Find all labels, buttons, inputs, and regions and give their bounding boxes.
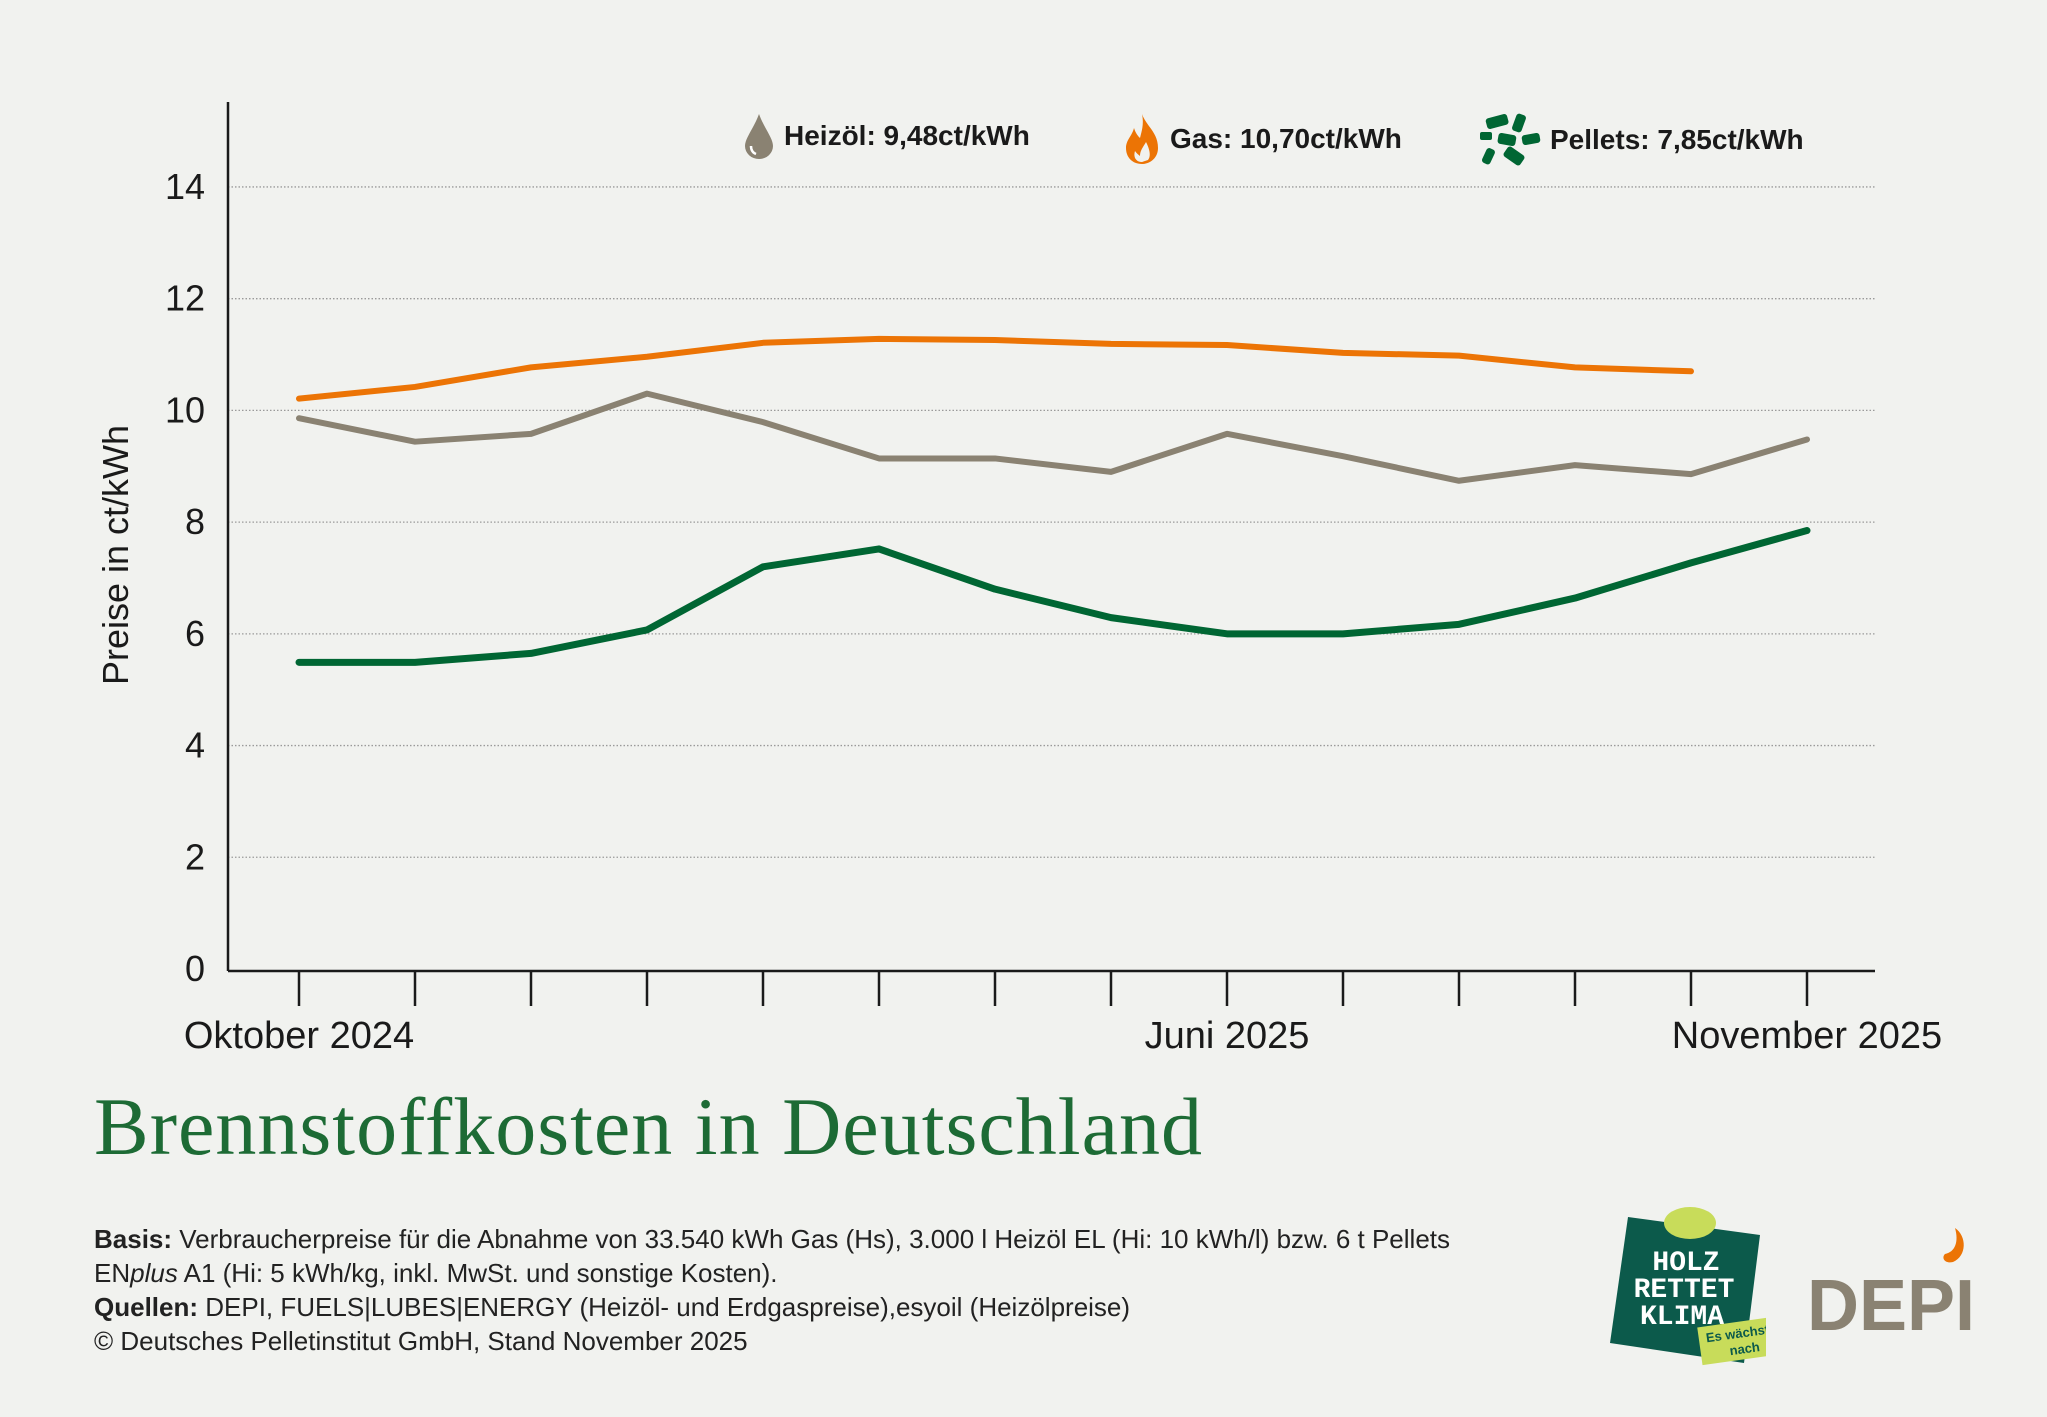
svg-text:DEPI: DEPI [1807,1266,1975,1342]
y-tick-label: 4 [185,725,205,766]
svg-text:nach: nach [1729,1339,1761,1358]
line-chart: 0 2 4 6 8 10 12 14 Oktober 2024 Juni 2025 November… [95,102,1942,1057]
holz-rettet-klima-logo: HOLZ RETTET KLIMA Es wächst nach [1610,1207,1766,1366]
y-tick-label: 0 [185,948,205,989]
depi-logo: DEPI [1807,1228,1975,1342]
series-line-heizöl [296,390,1810,484]
basis-text: Verbraucherpreise für die Abnahme von 33… [172,1224,1451,1254]
y-tick-label: 10 [165,389,205,430]
y-tick-label: 14 [165,166,205,207]
legend-gas: Gas: 10,70ct/kWh [1122,112,1402,166]
basis-label: Basis: [94,1224,173,1254]
y-tick-label: 12 [165,278,205,319]
series-line-gas [296,335,1694,402]
x-tick-label: Juni 2025 [1145,1015,1310,1057]
sources-label: Quellen: [94,1292,199,1322]
footer-copyright: © Deutsches Pelletinstitut GmbH, Stand N… [94,1326,748,1356]
pellets-icon [1480,113,1541,166]
x-tick-label: November 2025 [1672,1015,1942,1057]
chart-title: Brennstoffkosten in Deutschland [94,1081,1203,1172]
footer-sources: Quellen: DEPI, FUELS|LUBES|ENERGY (Heizö… [94,1290,1130,1324]
y-tick-label: 2 [185,836,205,877]
legend-label: Heizöl: 9,48ct/kWh [784,120,1030,151]
legend-label: Gas: 10,70ct/kWh [1170,123,1402,154]
basis-en: EN [94,1258,131,1288]
y-axis-label: Preise in ct/kWh [95,425,136,685]
x-tick-label: Oktober 2024 [184,1015,414,1057]
svg-text:HOLZ: HOLZ [1652,1248,1719,1279]
y-tick-label: 8 [185,501,205,542]
y-tick-label: 6 [185,613,205,654]
svg-text:RETTET: RETTET [1634,1275,1735,1306]
legend-pellets: Pellets: 7,85ct/kWh [1478,112,1804,168]
footer-basis-line2: ENplus A1 (Hi: 5 kWh/kg, inkl. MwSt. und… [94,1256,778,1290]
basis-plus: plus [130,1258,178,1288]
basis-rest: A1 (Hi: 5 kWh/kg, inkl. MwSt. und sonsti… [177,1258,778,1288]
sources-text: DEPI, FUELS|LUBES|ENERGY (Heizöl- und Er… [198,1292,1131,1322]
footer-basis: Basis: Verbraucherpreise für die Abnahme… [94,1222,1450,1256]
legend-heizoel: Heizöl: 9,48ct/kWh [742,112,1030,160]
oil-drop-icon [745,114,773,159]
flame-icon [1126,114,1158,164]
series-line-pellets [295,526,1811,666]
legend-label: Pellets: 7,85ct/kWh [1550,124,1804,155]
